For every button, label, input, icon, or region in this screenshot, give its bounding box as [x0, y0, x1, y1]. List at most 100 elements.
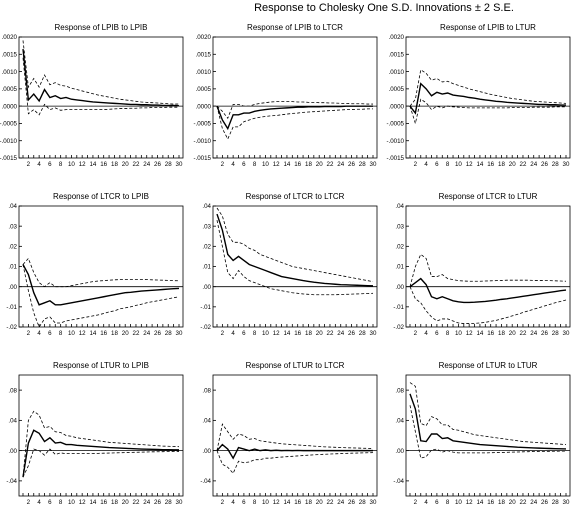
x-tick-label: 6 — [48, 330, 52, 337]
y-tick-label: .0005 — [389, 86, 405, 93]
lower-band-line — [216, 220, 374, 296]
upper-band-line — [409, 382, 567, 445]
x-tick-label: 4 — [424, 161, 428, 168]
x-tick-label: 14 — [89, 161, 96, 168]
x-tick-label: 28 — [359, 330, 366, 337]
x-tick-label: 26 — [541, 499, 548, 506]
x-tick-label: 2 — [414, 499, 418, 506]
impulse-response-line — [409, 82, 566, 115]
x-tick-label: 18 — [498, 161, 505, 168]
x-tick-label: 16 — [100, 499, 107, 506]
y-tick-label: .08 — [395, 387, 404, 394]
x-tick-label: 2 — [27, 499, 31, 506]
lower-band-line — [216, 106, 373, 140]
x-tick-label: 10 — [455, 161, 462, 168]
x-tick-label: 2 — [221, 161, 225, 168]
x-tick-label: 26 — [348, 330, 355, 337]
x-tick-label: 20 — [316, 161, 323, 168]
x-tick-label: 20 — [509, 330, 516, 337]
y-tick-label: -.0010 — [0, 138, 18, 145]
y-tick-label: .02 — [202, 244, 211, 251]
y-tick-label: .0015 — [389, 51, 405, 58]
y-tick-label: .00 — [8, 284, 17, 291]
x-tick-label: 22 — [327, 499, 334, 506]
x-tick-label: 10 — [455, 330, 462, 337]
y-tick-label: .0010 — [389, 69, 405, 76]
x-tick-label: 28 — [165, 161, 172, 168]
x-tick-label: 28 — [359, 499, 366, 506]
x-tick-label: 2 — [414, 330, 418, 337]
plot-frame — [212, 374, 378, 497]
irf-panel: Response of LPIB to LPIB -.0015 -.0010 -.00… — [0, 23, 184, 168]
x-tick-label: 26 — [154, 161, 161, 168]
x-tick-label: 6 — [242, 161, 246, 168]
x-tick-label: 4 — [37, 161, 41, 168]
x-tick-label: 30 — [370, 161, 377, 168]
y-tick-label: -.0015 — [193, 155, 211, 162]
y-tick-label: .01 — [395, 264, 404, 271]
y-tick-label: .01 — [8, 264, 17, 271]
upper-band-line — [216, 207, 374, 283]
x-tick-label: 12 — [466, 499, 473, 506]
y-tick-label: .04 — [202, 203, 211, 210]
x-tick-label: 24 — [143, 330, 150, 337]
x-tick-label: 24 — [143, 499, 150, 506]
panel-title: Response of LTUR to LPIB — [53, 361, 149, 370]
x-tick-label: 4 — [37, 499, 41, 506]
x-tick-label: 28 — [165, 499, 172, 506]
x-tick-label: 28 — [359, 161, 366, 168]
y-tick-label: -.01 — [393, 304, 404, 311]
x-tick-label: 20 — [509, 499, 516, 506]
x-tick-label: 10 — [262, 161, 269, 168]
x-tick-label: 28 — [552, 161, 559, 168]
x-tick-label: 10 — [68, 161, 75, 168]
x-tick-label: 30 — [176, 161, 183, 168]
y-tick-label: .0010 — [2, 69, 18, 76]
x-tick-label: 24 — [530, 161, 537, 168]
x-tick-label: 12 — [79, 161, 86, 168]
x-tick-label: 26 — [154, 499, 161, 506]
x-tick-label: 10 — [262, 499, 269, 506]
lower-band-line — [409, 98, 566, 125]
y-tick-label: .01 — [202, 264, 211, 271]
x-tick-label: 22 — [133, 330, 140, 337]
y-tick-label: -.02 — [393, 324, 404, 331]
plot-frame — [212, 205, 378, 328]
upper-band-line — [216, 101, 373, 120]
y-tick-label: .03 — [202, 223, 211, 230]
x-tick-label: 12 — [466, 330, 473, 337]
x-tick-label: 10 — [68, 499, 75, 506]
x-tick-label: 4 — [231, 161, 235, 168]
x-tick-label: 2 — [221, 330, 225, 337]
upper-band-line — [22, 410, 180, 478]
x-tick-label: 12 — [79, 499, 86, 506]
x-tick-label: 14 — [283, 161, 290, 168]
x-tick-label: 22 — [133, 161, 140, 168]
lower-band-line — [22, 448, 180, 478]
plot-frame — [405, 36, 571, 159]
x-tick-label: 18 — [498, 330, 505, 337]
panel-title: Response of LTUR to LTUR — [439, 361, 538, 370]
plot-frame — [18, 205, 184, 328]
x-tick-label: 24 — [337, 330, 344, 337]
x-tick-label: 4 — [424, 330, 428, 337]
x-tick-label: 26 — [541, 330, 548, 337]
x-tick-label: 28 — [552, 330, 559, 337]
x-tick-label: 2 — [27, 330, 31, 337]
y-tick-label: -.0005 — [0, 121, 18, 128]
y-tick-label: -.0015 — [386, 155, 404, 162]
panel-title: Response of LTCR to LTUR — [439, 192, 538, 201]
y-tick-label: -.01 — [200, 304, 211, 311]
plot-frame — [18, 36, 184, 159]
x-tick-label: 26 — [348, 499, 355, 506]
plot-frame — [405, 205, 571, 328]
x-tick-label: 4 — [424, 499, 428, 506]
x-tick-label: 10 — [68, 330, 75, 337]
x-tick-label: 16 — [100, 330, 107, 337]
y-tick-label: .04 — [395, 418, 404, 425]
x-tick-label: 8 — [253, 330, 257, 337]
y-tick-label: .02 — [8, 244, 17, 251]
y-tick-label: -.0010 — [386, 138, 404, 145]
x-tick-label: 24 — [337, 499, 344, 506]
